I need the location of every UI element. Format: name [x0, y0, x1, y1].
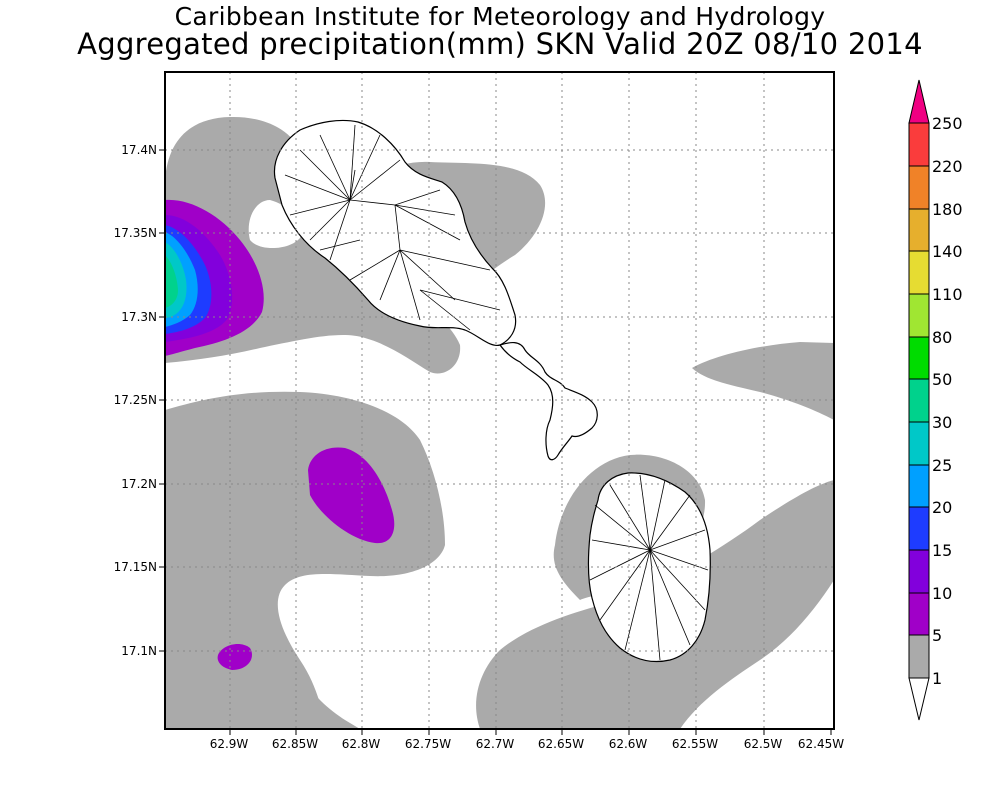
colorbar-label: 15 — [932, 541, 952, 560]
colorbar-swatch — [908, 208, 930, 252]
colorbar-swatch — [908, 592, 930, 636]
grid-lines — [165, 72, 834, 729]
lon-label: 62.85W — [272, 737, 318, 751]
lon-label: 62.45W — [798, 737, 844, 751]
island-nevis — [587, 472, 711, 663]
colorbar-label: 50 — [932, 370, 952, 389]
colorbar-label: 5 — [932, 626, 942, 645]
lon-labels: 62.9W 62.85W 62.8W 62.75W 62.7W 62.65W 6… — [210, 737, 845, 751]
title-institute: Caribbean Institute for Meteorology and … — [174, 2, 826, 31]
colorbar-swatch — [908, 549, 930, 594]
colorbar-swatch — [908, 464, 930, 508]
colorbar-label: 20 — [932, 498, 952, 517]
colorbar — [908, 79, 930, 721]
lat-label: 17.15N — [114, 560, 157, 574]
lat-label: 17.35N — [114, 226, 157, 240]
island-st-kitts-peninsula — [499, 342, 598, 461]
lon-label: 62.7W — [476, 737, 515, 751]
lon-label: 62.6W — [609, 737, 648, 751]
colorbar-label: 10 — [932, 584, 952, 603]
colorbar-label: 250 — [932, 114, 963, 133]
colorbar-label: 220 — [932, 157, 963, 176]
lon-label: 62.9W — [210, 737, 249, 751]
colorbar-swatch — [908, 634, 930, 679]
colorbar-swatch — [908, 506, 930, 551]
colorbar-swatch — [908, 336, 930, 380]
colorbar-label: 180 — [932, 200, 963, 219]
lat-label: 17.1N — [121, 644, 157, 658]
lat-label: 17.25N — [114, 393, 157, 407]
colorbar-swatch — [908, 165, 930, 210]
colorbar-label: 1 — [932, 669, 942, 688]
island-st-kitts — [273, 119, 517, 347]
lat-labels: 17.4N 17.35N 17.3N 17.25N 17.2N 17.15N 1… — [114, 143, 157, 658]
lon-label: 62.75W — [405, 737, 451, 751]
colorbar-swatch — [908, 378, 930, 423]
title-product: Aggregated precipitation(mm) SKN Valid 2… — [77, 27, 923, 61]
colorbar-swatch — [908, 250, 930, 295]
lon-label: 62.55W — [672, 737, 718, 751]
watershed-lines — [284, 124, 501, 331]
colorbar-swatch — [908, 122, 930, 167]
lon-label: 62.8W — [342, 737, 381, 751]
precip-field — [165, 72, 834, 729]
colorbar-label: 30 — [932, 413, 952, 432]
lat-label: 17.3N — [121, 310, 157, 324]
colorbar-label: 80 — [932, 328, 952, 347]
colorbar-labels: 1 5 10 15 20 25 30 50 80 110 140 180 220… — [932, 114, 963, 688]
precip-area-30-50mm — [165, 255, 178, 308]
lat-label: 17.4N — [121, 143, 157, 157]
colorbar-label: 25 — [932, 456, 952, 475]
precip-area-1-5mm — [165, 597, 360, 729]
lat-label: 17.2N — [121, 477, 157, 491]
lon-label: 62.5W — [744, 737, 783, 751]
colorbar-label: 110 — [932, 285, 963, 304]
colorbar-bottom-arrow — [908, 677, 930, 721]
precip-area-5-10mm — [308, 447, 395, 544]
colorbar-label: 140 — [932, 242, 963, 261]
colorbar-swatch — [908, 293, 930, 338]
precip-area-1-5mm — [692, 342, 834, 420]
axis-ticks — [159, 149, 832, 735]
colorbar-top-arrow — [908, 79, 930, 124]
lon-label: 62.65W — [538, 737, 584, 751]
colorbar-swatch — [908, 421, 930, 466]
